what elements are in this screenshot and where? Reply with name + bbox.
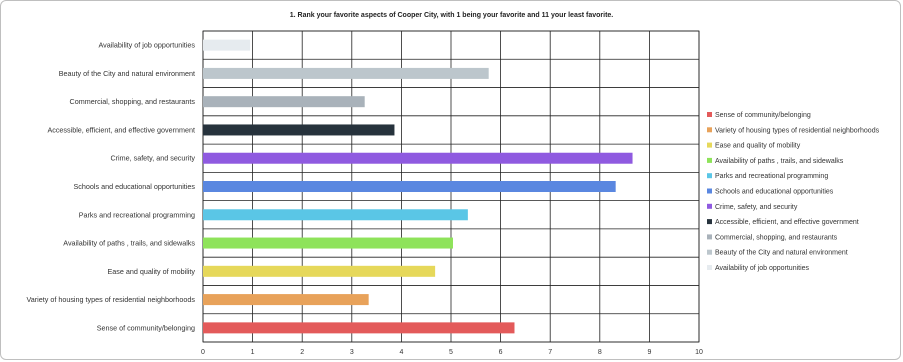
legend-swatch <box>707 112 712 117</box>
legend-swatch <box>707 265 712 270</box>
legend-swatch <box>707 219 712 225</box>
category-label: Sense of community/belonging <box>97 323 195 332</box>
bar <box>203 294 369 306</box>
bar <box>203 209 468 221</box>
chart-title: 1. Rank your favorite aspects of Cooper … <box>289 12 614 19</box>
legend-label: Availability of job opportunities <box>715 265 810 272</box>
category-label: Variety of housing types of residential … <box>27 295 196 304</box>
x-tick-label: 7 <box>548 349 552 356</box>
legend-label: Sense of community/belonging <box>715 112 811 119</box>
x-tick-label: 0 <box>201 349 205 356</box>
category-labels: Sense of community/belonging Variety of h… <box>27 41 196 333</box>
bar <box>203 181 616 192</box>
bar <box>203 124 395 136</box>
category-label: Accessible, efficient, and effective gov… <box>47 125 195 134</box>
category-label: Crime, safety, and security <box>110 154 195 163</box>
x-tick-label: 5 <box>449 349 453 356</box>
legend-swatch <box>707 249 712 255</box>
legend-label: Variety of housing types of residential … <box>715 127 880 134</box>
category-label: Beauty of the City and natural environme… <box>59 69 195 78</box>
legend-label: Commercial, shopping, and restaurants <box>715 234 838 241</box>
legend-label: Accessible, efficient, and effective gov… <box>715 219 859 226</box>
category-label: Availability of paths , trails, and side… <box>63 239 195 248</box>
x-tick-label: 1 <box>251 349 255 356</box>
legend-swatch <box>707 234 712 240</box>
bar <box>203 96 365 108</box>
category-label: Commercial, shopping, and restaurants <box>70 97 196 106</box>
x-tick-labels: 0 1 2 3 4 5 6 7 8 9 10 <box>201 349 703 356</box>
legend-label: Schools and educational opportunities <box>715 189 834 196</box>
bars-layer <box>203 39 633 334</box>
x-tick-label: 2 <box>300 349 304 356</box>
x-tick-label: 3 <box>350 349 354 356</box>
legend-swatch <box>707 157 712 163</box>
x-tick-label: 10 <box>695 349 703 356</box>
bar <box>203 237 453 249</box>
category-label: Parks and recreational programming <box>79 210 195 219</box>
legend-label: Beauty of the City and natural environme… <box>715 250 848 257</box>
category-label: Schools and educational opportunities <box>74 182 196 191</box>
legend-swatch <box>707 173 712 179</box>
bar <box>203 39 251 51</box>
category-label: Availability of job opportunities <box>98 41 195 50</box>
x-tick-label: 9 <box>647 349 651 356</box>
bar <box>203 67 489 79</box>
category-label: Ease and quality of mobility <box>108 267 196 276</box>
legend-swatch <box>707 203 712 209</box>
x-tick-label: 8 <box>598 349 602 356</box>
bar <box>203 322 515 334</box>
legend: Sense of community/belonging Variety of h… <box>707 112 880 272</box>
bar <box>203 152 633 164</box>
legend-swatch <box>707 188 712 194</box>
legend-label: Ease and quality of mobility <box>715 143 801 150</box>
legend-label: Availability of paths , trails, and side… <box>715 158 844 165</box>
legend-label: Crime, safety, and security <box>715 204 798 211</box>
legend-swatch <box>707 142 712 148</box>
x-tick-label: 4 <box>399 349 403 356</box>
legend-label: Parks and recreational programming <box>715 173 828 180</box>
bar <box>203 265 436 277</box>
legend-swatch <box>707 127 712 133</box>
x-tick-label: 6 <box>499 349 503 356</box>
